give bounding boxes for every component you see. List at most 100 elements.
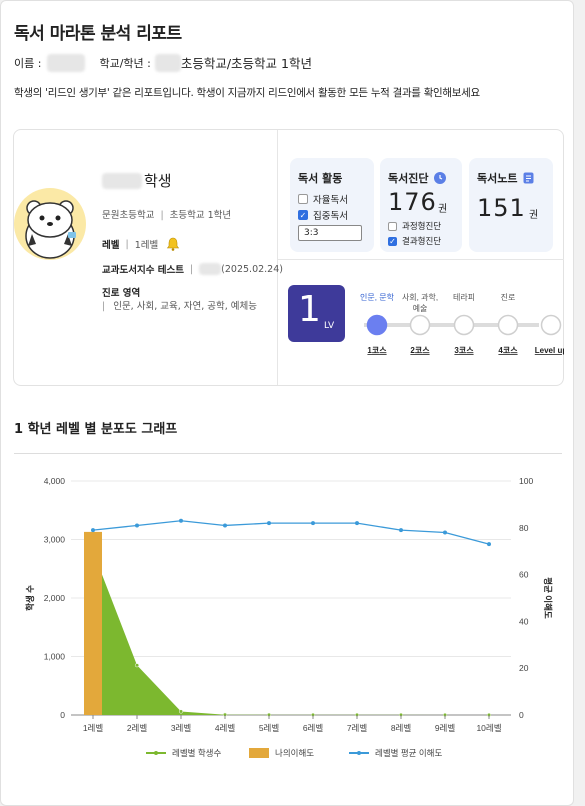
x-tick-label: 1레벨 (83, 723, 104, 733)
level-badge-number: 1 (298, 289, 321, 330)
course-step-topic: 예술 (413, 303, 428, 313)
level-label: 레벨 (102, 240, 120, 251)
clock-icon (434, 172, 447, 184)
chart-section-title: 1 학년 레벨 별 분포도 그래프 (14, 422, 178, 437)
legend-swatch[interactable] (249, 748, 269, 758)
notes-box: 독서노트 151 권 (469, 158, 553, 252)
student-meta: 이름 : 학교/학년 : 초등학교/초등학교 1학년 (14, 53, 312, 72)
focus-reading-option[interactable]: ✓ 집중독서 (298, 208, 348, 222)
process-diagnosis-label: 과정형진단 (402, 222, 442, 232)
reading-ratio-field[interactable]: 3:3 (298, 225, 362, 241)
reading-activity-title: 독서 활동 (298, 172, 343, 185)
course-step-label[interactable]: Level up (535, 346, 564, 355)
average-understanding-point (487, 542, 491, 547)
x-tick-label: 10레벨 (476, 723, 501, 733)
self-reading-label: 자율독서 (313, 195, 348, 206)
chart-divider (14, 453, 562, 454)
redacted-student-name (102, 172, 142, 189)
notes-count: 151 (477, 194, 526, 222)
course-step-node[interactable] (497, 314, 519, 336)
result-diagnosis-label: 결과형진단 (402, 237, 442, 247)
x-tick-label: 6레벨 (303, 723, 324, 733)
average-understanding-point (443, 530, 447, 535)
student-school: 문원초등학교 (102, 210, 155, 221)
career-areas: 인문, 사회, 교육, 자연, 공학, 예체능 (113, 301, 258, 312)
course-step-label[interactable]: 2코스 (410, 346, 430, 355)
course-step-node[interactable] (366, 314, 388, 336)
course-step-node[interactable] (540, 314, 562, 336)
focus-reading-label: 집중독서 (313, 211, 348, 222)
legend-label[interactable]: 레벨별 학생수 (172, 748, 221, 758)
x-tick-label: 2레벨 (127, 723, 148, 733)
course-step-node[interactable] (453, 314, 475, 336)
level-badge-suffix: LV (324, 321, 335, 331)
process-diagnosis-checkbox[interactable] (388, 221, 397, 231)
student-name: 학생 (102, 170, 172, 191)
course-step-node[interactable] (409, 314, 431, 336)
legend-label[interactable]: 나의이해도 (275, 748, 314, 758)
course-step-topic: 진로 (501, 292, 516, 302)
grade-label: 학교/학년 : (99, 56, 151, 70)
summary-card: 학생 문원초등학교 | 초등학교 1학년 레벨 | 1레벨 교과도서지수 테스트 | (2… (13, 129, 564, 386)
report-description: 학생의 '리드인 생기부' 같은 리포트입니다. 학생이 지금까지 리드인에서 … (14, 87, 480, 99)
y2-tick-label: 20 (519, 663, 529, 673)
result-diagnosis-checkbox[interactable]: ✓ (388, 236, 397, 246)
redacted-name (47, 53, 86, 72)
x-tick-label: 5레벨 (259, 723, 280, 733)
x-tick-label: 8레벨 (391, 723, 412, 733)
x-tick-label: 3레벨 (171, 723, 192, 733)
reading-activity-box: 독서 활동 자율독서 ✓ 집중독서 3:3 (290, 158, 374, 252)
y-tick-label: 2,000 (44, 593, 66, 603)
process-diagnosis-option[interactable]: 과정형진단 (388, 220, 441, 232)
career-area-title: 진로 영역 (102, 288, 141, 299)
result-diagnosis-option[interactable]: ✓ 결과형진단 (388, 235, 441, 247)
x-tick-label: 9레벨 (435, 723, 456, 733)
legend-marker (154, 751, 158, 755)
notebook-icon (523, 172, 534, 184)
bell-icon (166, 237, 180, 251)
y2-tick-label: 0 (519, 710, 524, 720)
y2-tick-label: 40 (519, 616, 529, 626)
name-label: 이름 : (14, 56, 42, 70)
student-level-line: 레벨 | 1레벨 (102, 237, 180, 251)
course-step-label[interactable]: 4코스 (498, 346, 518, 355)
legend-marker (357, 751, 361, 755)
card-divider (277, 130, 278, 385)
students-per-level-area (93, 551, 489, 715)
card-divider-horizontal (278, 259, 564, 260)
y2-tick-label: 80 (519, 523, 529, 533)
average-understanding-point (135, 523, 139, 528)
y2-tick-label: 100 (519, 476, 533, 486)
average-understanding-line (92, 520, 490, 545)
self-reading-checkbox[interactable] (298, 194, 308, 204)
student-name-suffix: 학생 (144, 172, 172, 190)
level-distribution-chart: 0 1,000 2,000 3,000 4,000 0 20 40 60 80 100 학생 수 평균 … (25, 476, 553, 758)
student-school-line: 문원초등학교 | 초등학교 1학년 (102, 210, 232, 221)
course-step-label[interactable]: 1코스 (367, 346, 387, 355)
diagnosis-count: 176 (388, 188, 437, 216)
notes-title-text: 독서노트 (477, 172, 518, 185)
diagnosis-unit: 권 (438, 204, 448, 215)
student-grade: 초등학교 1학년 (169, 210, 232, 221)
my-understanding-bar (84, 531, 102, 715)
career-area-list: | 인문, 사회, 교육, 자연, 공학, 예체능 (102, 301, 258, 312)
average-understanding-point (91, 528, 95, 533)
average-understanding-point (223, 523, 227, 528)
redacted-school (154, 53, 181, 72)
y2-tick-label: 60 (519, 570, 529, 580)
y-tick-label: 4,000 (44, 476, 66, 486)
course-step-label[interactable]: 3코스 (454, 346, 474, 355)
y-tick-label: 3,000 (44, 535, 66, 545)
course-progress: 인문, 문학 1코스 사회, 과학,예술 2코스 테라피 3코스 진로 4코스 Level up (360, 292, 564, 355)
course-step-topic: 사회, 과학, (402, 292, 438, 302)
focus-reading-checkbox[interactable]: ✓ (298, 210, 308, 220)
self-reading-option[interactable]: 자율독서 (298, 192, 348, 206)
students-per-level-point (134, 663, 140, 668)
x-tick-label: 7레벨 (347, 723, 368, 733)
legend-label[interactable]: 레벨별 평균 이해도 (375, 748, 442, 758)
redacted-test-score (199, 263, 222, 275)
average-understanding-point (179, 518, 183, 523)
course-step-topic: 인문, 문학 (360, 292, 395, 302)
diagnosis-title-text: 독서진단 (388, 172, 429, 185)
